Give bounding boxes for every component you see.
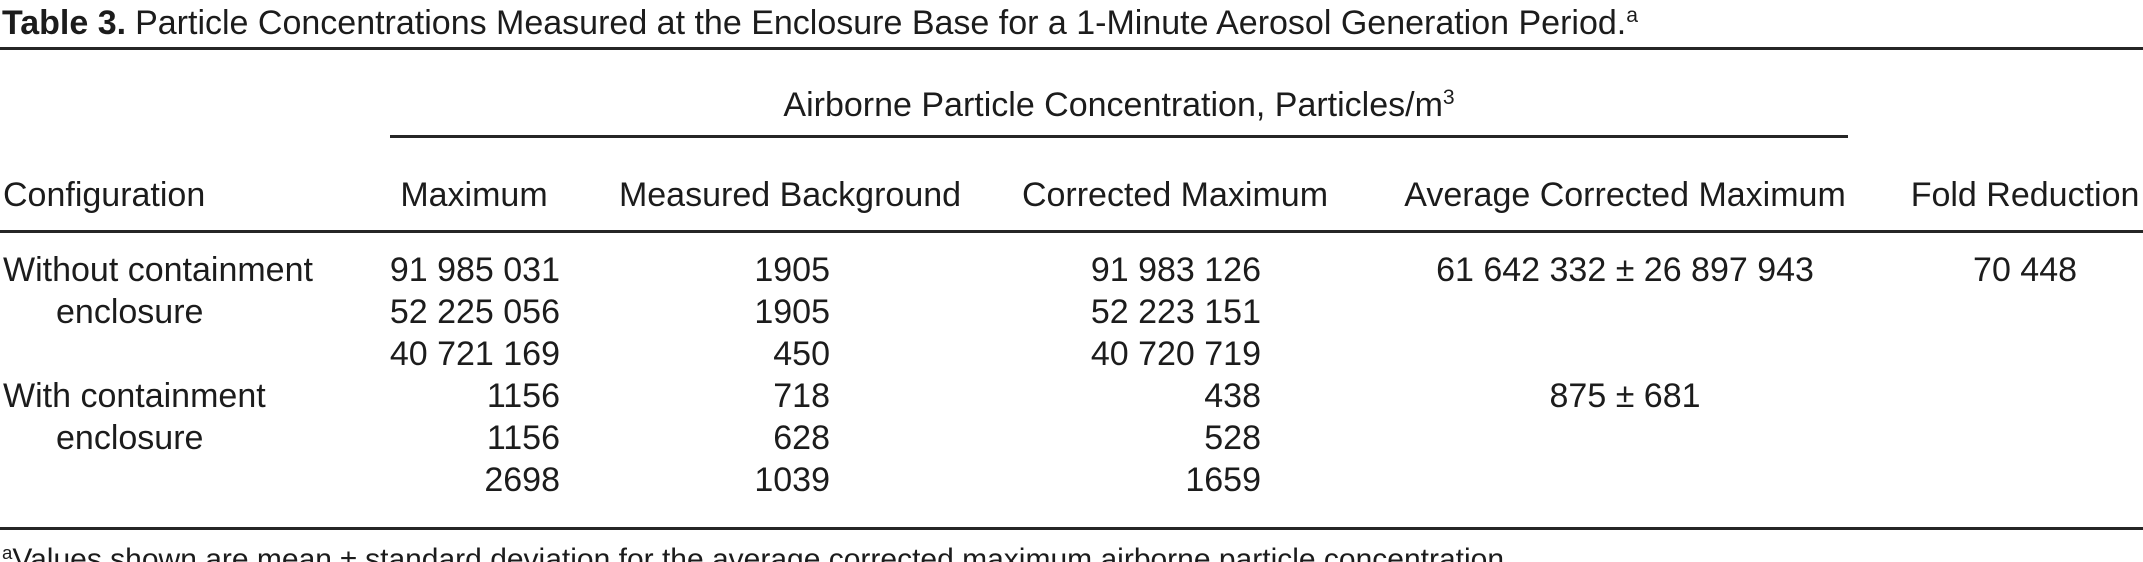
cell-corrected-maximum: 1659 [1185,461,1261,499]
cell-maximum: 2698 [484,461,560,499]
spanner-header-row: Airborne Particle Concentration, Particl… [0,50,2143,138]
cell-fold-reduction [1885,291,2143,333]
cell-measured-background: 1039 [754,461,830,499]
table-footnote: aValues shown are mean ± standard deviat… [0,530,2143,562]
cell-corrected-maximum: 91 983 126 [1090,251,1261,289]
column-header-fold-reduction: Fold Reduction [1885,138,2143,233]
table-caption: Table 3. Particle Concentrations Measured… [0,0,2143,47]
column-header-row: Configuration Maximum Measured Backgroun… [0,138,2143,233]
table-row: 40 721 169 450 40 720 719 [0,333,2143,375]
cell-measured-background: 450 [773,335,830,373]
cell-corrected-maximum: 52 223 151 [1090,293,1261,331]
table-row: enclosure 1156 628 528 [0,417,2143,459]
cell-measured-background: 718 [773,377,830,415]
cell-average-corrected-maximum: 875 ± 681 [1549,377,1701,415]
cell-fold-reduction [1885,333,2143,375]
bottom-rule [0,527,2143,530]
cell-fold-reduction [1885,417,2143,459]
cell-average-corrected-maximum [1365,291,1885,333]
spanner-label: Airborne Particle Concentration, Particl… [783,86,1443,124]
cell-configuration: With containment [3,377,266,415]
column-header-average-corrected-maximum: Average Corrected Maximum [1365,138,1886,233]
cell-configuration: enclosure [56,293,204,331]
table-row: Without containment 91 985 031 1905 91 9… [0,232,2143,292]
cell-measured-background: 1905 [754,251,830,289]
column-header-corrected-maximum: Corrected Maximum [985,138,1365,233]
cell-average-corrected-maximum [1365,459,1885,527]
column-header-measured-background: Measured Background [595,138,985,233]
cell-configuration: enclosure [56,419,204,457]
cell-corrected-maximum: 40 720 719 [1090,335,1261,373]
table-row: 2698 1039 1659 [0,459,2143,527]
spanner-empty-left [0,50,353,138]
cell-average-corrected-maximum: 61 642 332 ± 26 897 943 [1436,251,1814,289]
column-header-configuration: Configuration [0,138,353,233]
footnote-text: Values shown are mean ± standard deviati… [12,543,1513,562]
cell-fold-reduction [1885,375,2143,417]
cell-measured-background: 1905 [754,293,830,331]
particle-concentration-table: Airborne Particle Concentration, Particl… [0,50,2143,527]
footnote-marker: a [2,541,13,562]
table-row: enclosure 52 225 056 1905 52 223 151 [0,291,2143,333]
cell-maximum: 1156 [486,377,560,415]
cell-maximum: 40 721 169 [389,335,560,373]
cell-maximum: 1156 [486,419,560,457]
cell-average-corrected-maximum [1365,333,1885,375]
cell-corrected-maximum: 438 [1204,377,1261,415]
spanner-empty-right [1885,50,2143,138]
spanner-superscript: 3 [1442,86,1455,110]
table-title: Particle Concentrations Measured at the … [135,4,1627,42]
title-footnote-marker: a [1626,4,1638,28]
cell-corrected-maximum: 528 [1204,419,1261,457]
cell-maximum: 91 985 031 [389,251,560,289]
cell-maximum: 52 225 056 [389,293,560,331]
table-row: With containment 1156 718 438 875 ± 681 [0,375,2143,417]
cell-configuration [0,333,353,375]
cell-configuration: Without containment [3,251,313,289]
table-label: Table 3. [2,4,127,42]
cell-measured-background: 628 [773,419,830,457]
cell-average-corrected-maximum [1365,417,1885,459]
spanner-header: Airborne Particle Concentration, Particl… [353,50,1885,138]
top-rule [0,47,2143,50]
column-header-maximum: Maximum [353,138,595,233]
cell-configuration [0,459,353,527]
cell-fold-reduction [1885,459,2143,527]
cell-fold-reduction: 70 448 [1973,251,2078,289]
